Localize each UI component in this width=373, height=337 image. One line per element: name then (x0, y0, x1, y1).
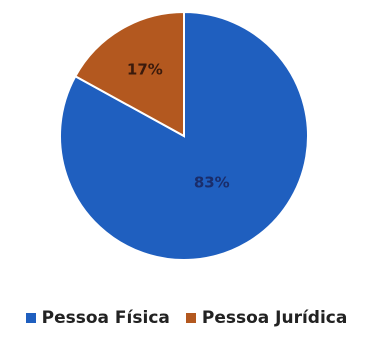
legend-swatch-pessoa-juridica (185, 313, 196, 323)
pie-slices (59, 10, 309, 261)
legend-item-pessoa-juridica: Pessoa Jurídica (185, 308, 348, 328)
legend-item-pessoa-fisica: Pessoa Física (25, 308, 170, 328)
legend-swatch-pessoa-fisica (25, 313, 36, 323)
legend-label-pessoa-fisica: Pessoa Física (41, 308, 170, 328)
pie-label-pessoa-juridica: 17% (127, 60, 163, 78)
legend: Pessoa Física Pessoa Jurídica (0, 308, 373, 328)
legend-label-pessoa-juridica: Pessoa Jurídica (201, 308, 348, 328)
pie-label-pessoa-fisica: 83% (194, 173, 230, 191)
pie-chart-plot: 83% 17% (59, 10, 309, 261)
pie-slice-pessoa-juridica (73, 10, 185, 138)
pie-slice-labels: 83% 17% (127, 60, 230, 191)
